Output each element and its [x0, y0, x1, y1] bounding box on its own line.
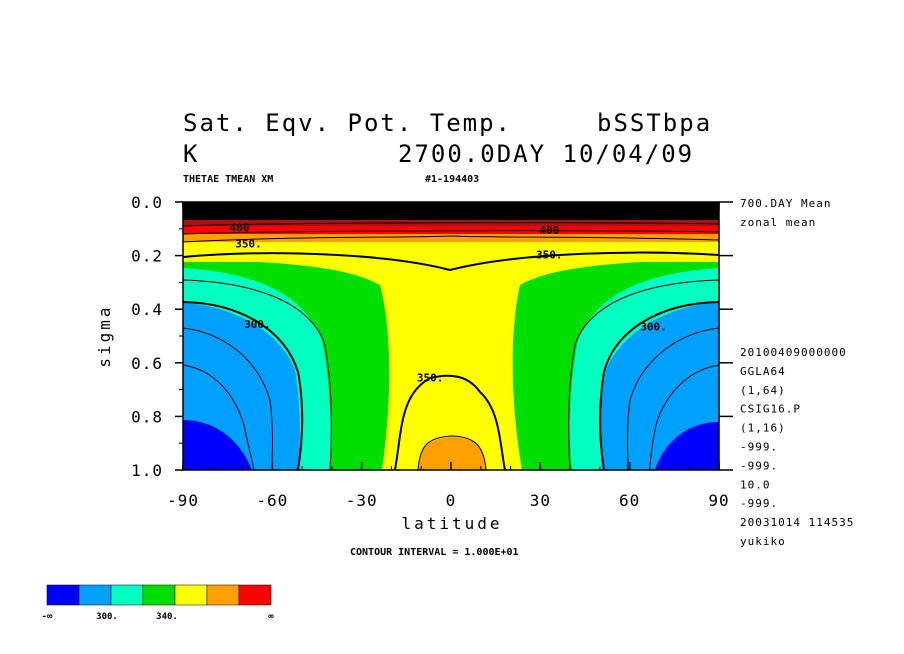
contour-line	[568, 279, 719, 470]
contour-interval-text: CONTOUR INTERVAL = 1.000E+01	[350, 547, 519, 558]
contour-line	[183, 251, 719, 272]
colorbar-label: 340.	[156, 612, 178, 622]
x-tick-label: -60	[256, 491, 288, 510]
band-blue-left	[183, 420, 252, 470]
side-info-line: CSIG16.P	[740, 403, 801, 416]
y-axis-label: sigma	[95, 304, 114, 367]
side-info-bottom: 20100409000000 GGLA64 (1,64) CSIG16.P (1,16)…	[740, 346, 854, 548]
y-tick-label: 1.0	[131, 461, 163, 480]
band-orange	[418, 437, 486, 470]
contour-label: 400	[539, 224, 559, 237]
colorbar-swatch	[142, 584, 176, 606]
band-top-black	[183, 202, 719, 220]
side-info-line: (1,16)	[740, 422, 786, 435]
contour-label: 300.	[244, 318, 271, 331]
colorbar-swatch	[238, 584, 272, 606]
y-tick-label: 0.4	[131, 300, 163, 319]
contour-bands	[183, 202, 719, 470]
colorbar-label: 300.	[96, 612, 118, 622]
colorbar-label: -∞	[42, 612, 53, 622]
y-tick-label: 0.2	[131, 247, 163, 266]
x-tick-label: 0	[446, 491, 457, 510]
y-tick-label: 0.0	[131, 193, 163, 212]
contour-line	[417, 435, 487, 470]
side-info-line: 700.DAY Mean	[740, 197, 831, 210]
side-info-line: zonal mean	[740, 216, 816, 229]
contour-label: 350.	[536, 248, 563, 261]
side-info-line: 20031014 114535	[740, 516, 854, 529]
colorbar-swatch	[206, 584, 240, 606]
contour-label: 400	[230, 221, 250, 234]
title-line2-right: 2700.0DAY 10/04/09	[398, 140, 694, 168]
contour-line	[183, 301, 304, 470]
contour-line	[183, 364, 255, 470]
side-info-line: 20100409000000	[740, 346, 847, 359]
colorbar: -∞ 300. 340. ∞	[42, 584, 274, 622]
side-info-line: 10.0	[740, 478, 771, 491]
band-yellow-under-top	[183, 244, 719, 262]
subtitle-center: #1-194403	[425, 174, 479, 185]
x-tick-label: 60	[619, 491, 640, 510]
contour-line	[183, 327, 273, 470]
colorbar-swatch	[78, 584, 112, 606]
x-axis-label: latitude	[401, 514, 502, 533]
contour-line	[394, 374, 506, 470]
band-lightblue-right	[600, 302, 719, 470]
colorbar-label: ∞	[268, 612, 274, 622]
contour-line	[183, 235, 719, 243]
title-line2-left: K	[183, 140, 199, 168]
title-line1-left: Sat. Eqv. Pot. Temp.	[183, 109, 512, 137]
contour-line	[599, 301, 719, 470]
side-info-line: -999.	[740, 459, 778, 472]
colorbar-swatch	[46, 584, 80, 606]
title-line1-right: bSSTbpa	[597, 109, 712, 137]
band-yellow	[183, 202, 719, 470]
side-info-line: GGLA64	[740, 365, 786, 378]
colorbar-swatch	[110, 584, 144, 606]
contour-line	[183, 222, 719, 227]
subtitle-left: THETAE TMEAN XM	[183, 174, 273, 185]
y-axis: 0.0 0.2 0.4 0.6 0.8 1.0	[131, 193, 733, 480]
contour-line	[183, 230, 719, 235]
y-tick-label: 0.6	[131, 354, 163, 373]
side-info-line: -999.	[740, 441, 778, 454]
contour-label: 350.	[235, 238, 262, 251]
side-info-line: (1,64)	[740, 384, 786, 397]
x-tick-label: -90	[167, 491, 199, 510]
side-info-top: 700.DAY Mean zonal mean	[740, 197, 831, 229]
side-info-line: yukiko	[740, 535, 786, 548]
contour-line	[627, 327, 719, 470]
contour-label: 350	[459, 200, 479, 213]
x-axis: -90 -60 -30 0 30 60 90	[167, 202, 729, 510]
band-blue-right	[655, 422, 719, 470]
x-tick-label: -30	[346, 491, 378, 510]
contour-line	[183, 279, 332, 470]
contour-labels: 300. 300. 350. 350. 350. 400 400 350	[230, 200, 667, 385]
y-tick-label: 0.8	[131, 407, 163, 426]
contour-label: 300.	[640, 321, 667, 334]
colorbar-swatch	[174, 584, 208, 606]
contour-lines	[183, 222, 719, 470]
x-tick-label: 90	[708, 491, 729, 510]
contour-label: 350.	[417, 372, 444, 385]
contour-line	[649, 364, 719, 470]
x-tick-label: 30	[530, 491, 551, 510]
side-info-line: -999.	[740, 497, 778, 510]
